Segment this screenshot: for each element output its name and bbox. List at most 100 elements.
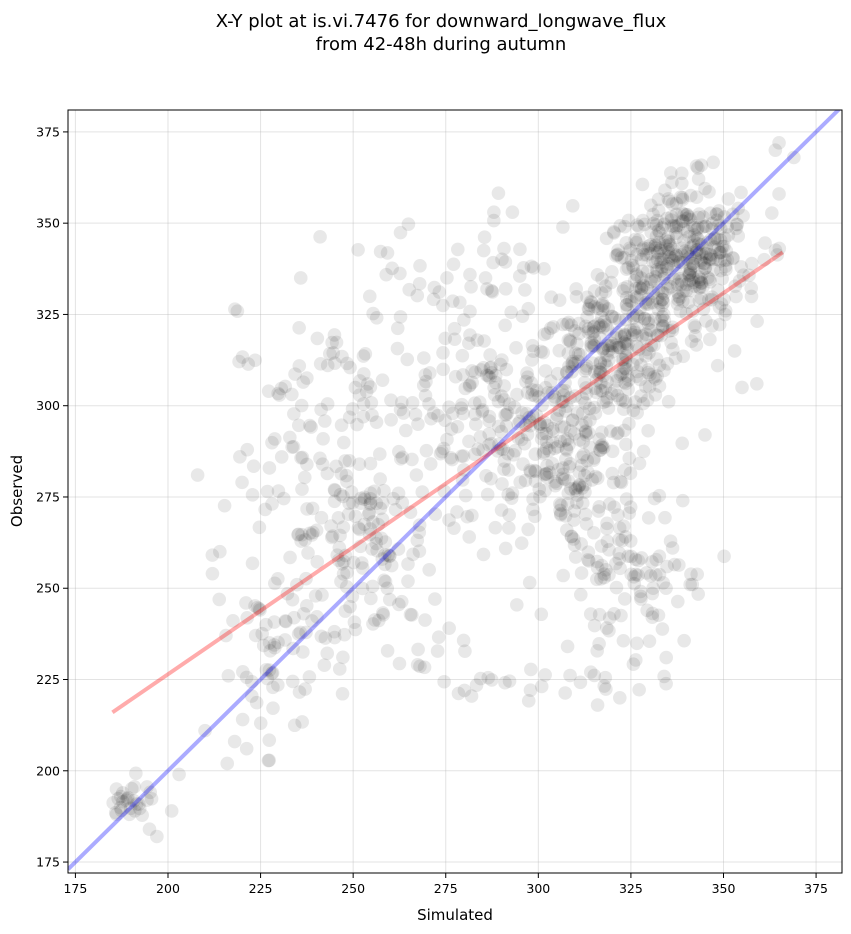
- scatter-point: [605, 265, 619, 279]
- scatter-point: [587, 364, 602, 379]
- scatter-point: [419, 443, 434, 458]
- scatter-point: [426, 406, 441, 420]
- scatter-point: [669, 248, 684, 263]
- scatter-point: [370, 543, 384, 558]
- scatter-point: [573, 347, 588, 362]
- scatter-point: [686, 270, 700, 285]
- scatter-point: [121, 790, 135, 805]
- scatter-point: [619, 437, 633, 452]
- scatter-point: [685, 256, 700, 271]
- scatter-point: [641, 292, 655, 306]
- scatter-point: [604, 336, 619, 351]
- scatter-point: [249, 695, 264, 710]
- scatter-point: [634, 592, 648, 606]
- scatter-point: [213, 544, 227, 559]
- scatter-point: [487, 213, 501, 228]
- scatter-point: [295, 715, 309, 729]
- scatter-point: [344, 485, 359, 499]
- scatter-point: [460, 509, 475, 524]
- scatter-point: [578, 396, 592, 410]
- scatter-point: [711, 242, 726, 257]
- scatter-point: [382, 548, 397, 563]
- scatter-point: [513, 475, 528, 490]
- scatter-point: [631, 233, 646, 247]
- scatter-point: [369, 496, 384, 511]
- scatter-point: [601, 343, 616, 358]
- scatter-point: [327, 494, 342, 509]
- scatter-point: [666, 253, 680, 268]
- scatter-point: [294, 398, 309, 413]
- scatter-point: [600, 348, 614, 363]
- scatter-point: [609, 338, 623, 353]
- scatter-point: [703, 252, 717, 267]
- scatter-point: [476, 547, 491, 562]
- scatter-point: [621, 260, 636, 275]
- scatter-point: [310, 610, 324, 624]
- scatter-point: [558, 383, 572, 398]
- scatter-point: [382, 592, 397, 607]
- scatter-point: [299, 599, 314, 613]
- scatter-point: [647, 273, 662, 288]
- scatter-point: [518, 283, 532, 297]
- scatter-point: [596, 342, 610, 356]
- scatter-point: [335, 686, 350, 701]
- scatter-point: [576, 447, 591, 462]
- scatter-point: [332, 540, 347, 555]
- scatter-point: [717, 549, 731, 564]
- scatter-point: [648, 241, 663, 256]
- scatter-point: [626, 357, 640, 372]
- scatter-point: [644, 338, 659, 353]
- scatter-point: [656, 576, 671, 590]
- scatter-point: [526, 409, 540, 424]
- scatter-point: [511, 431, 526, 445]
- scatter-point: [327, 482, 342, 497]
- scatter-point: [484, 673, 499, 687]
- scatter-point: [278, 614, 293, 628]
- scatter-point: [437, 484, 451, 498]
- scatter-point: [615, 366, 630, 381]
- scatter-point: [298, 682, 312, 696]
- scatter-point: [652, 567, 667, 582]
- scatter-point: [616, 361, 631, 376]
- scatter-point: [524, 662, 538, 677]
- scatter-point: [627, 576, 642, 591]
- scatter-point: [545, 435, 560, 449]
- scatter-point: [205, 548, 220, 562]
- scatter-point: [610, 248, 625, 262]
- scatter-point: [656, 295, 671, 310]
- scatter-point: [590, 560, 605, 575]
- scatter-point: [649, 229, 664, 243]
- scatter-point: [280, 586, 295, 601]
- scatter-point: [292, 321, 306, 335]
- scatter-point: [655, 292, 670, 307]
- scatter-point: [109, 807, 124, 822]
- scatter-point: [123, 801, 138, 816]
- scatter-point: [172, 767, 186, 782]
- scatter-point: [521, 694, 536, 708]
- scatter-point: [734, 260, 748, 274]
- scatter-point: [512, 269, 527, 283]
- scatter-point: [539, 426, 553, 441]
- scatter-point: [574, 458, 589, 473]
- scatter-point: [501, 446, 515, 461]
- chart-title-line-2: from 42-48h during autumn: [316, 34, 567, 55]
- scatter-point: [744, 281, 759, 295]
- scatter-point: [758, 236, 772, 250]
- scatter-point: [579, 416, 593, 430]
- scatter-point: [590, 471, 605, 485]
- scatter-point: [632, 309, 646, 324]
- scatter-point: [545, 386, 560, 400]
- scatter-point: [698, 260, 713, 275]
- scatter-point: [646, 286, 661, 300]
- scatter-point: [645, 586, 660, 601]
- scatter-point: [693, 281, 707, 295]
- scatter-point: [642, 380, 657, 394]
- scatter-point: [575, 481, 590, 495]
- scatter-point: [641, 297, 656, 311]
- scatter-point: [571, 354, 586, 369]
- scatter-point: [669, 247, 683, 262]
- scatter-point: [260, 484, 275, 499]
- scatter-point: [530, 383, 544, 398]
- scatter-point: [674, 273, 689, 288]
- scatter-point: [471, 442, 485, 457]
